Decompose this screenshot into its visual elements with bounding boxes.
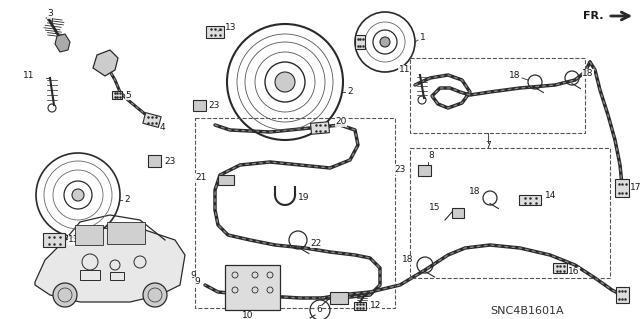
Bar	[225, 265, 280, 310]
Text: 23: 23	[395, 166, 406, 174]
Text: 1: 1	[420, 33, 426, 42]
Text: 17: 17	[630, 183, 640, 192]
Bar	[107, 222, 145, 244]
Text: 12: 12	[370, 301, 381, 310]
Text: 14: 14	[545, 190, 556, 199]
Bar	[110, 272, 124, 280]
Bar	[195, 118, 395, 308]
Text: 16: 16	[568, 268, 579, 277]
Bar	[112, 91, 122, 99]
Bar	[355, 35, 365, 49]
Bar	[143, 113, 161, 127]
Bar	[452, 208, 464, 218]
Bar	[418, 165, 431, 176]
Bar	[148, 155, 161, 167]
Polygon shape	[55, 34, 70, 52]
Text: 6: 6	[316, 306, 322, 315]
Text: 8: 8	[428, 151, 434, 160]
Bar	[75, 225, 103, 245]
Text: 22: 22	[310, 239, 321, 248]
Text: 15: 15	[429, 204, 440, 212]
Bar	[410, 148, 610, 278]
Text: 2: 2	[124, 196, 130, 204]
Bar	[80, 270, 100, 280]
Bar	[310, 122, 330, 134]
Polygon shape	[35, 228, 185, 302]
Text: 2: 2	[347, 87, 353, 97]
Text: 11: 11	[399, 65, 410, 75]
Text: 18: 18	[582, 70, 593, 78]
Bar	[193, 100, 206, 111]
Text: 4: 4	[160, 123, 166, 132]
Text: 3: 3	[47, 10, 53, 19]
Bar	[616, 287, 628, 303]
Text: 11: 11	[22, 70, 34, 79]
Text: 18: 18	[401, 256, 413, 264]
Circle shape	[53, 283, 77, 307]
Polygon shape	[93, 50, 118, 76]
Bar	[410, 58, 585, 133]
Circle shape	[72, 189, 84, 201]
Text: 20: 20	[335, 117, 346, 127]
Text: FR.: FR.	[582, 11, 603, 21]
Circle shape	[275, 72, 295, 92]
Bar	[519, 195, 541, 205]
Text: 13: 13	[68, 235, 79, 244]
Bar	[553, 263, 567, 273]
Bar	[615, 179, 629, 197]
Bar	[330, 292, 348, 304]
Text: 7: 7	[485, 140, 491, 150]
Text: 23: 23	[164, 157, 175, 166]
Text: 9: 9	[195, 278, 200, 286]
Text: 18: 18	[509, 71, 520, 80]
Bar	[43, 233, 65, 247]
Circle shape	[380, 37, 390, 47]
Bar	[206, 26, 224, 38]
Text: 10: 10	[243, 311, 253, 319]
Text: 19: 19	[298, 194, 310, 203]
Text: 5: 5	[125, 91, 131, 100]
Circle shape	[143, 283, 167, 307]
Text: 13: 13	[225, 24, 237, 33]
Text: 23: 23	[208, 100, 220, 109]
Text: 9: 9	[190, 271, 196, 279]
Text: 21: 21	[196, 174, 207, 182]
Bar	[218, 175, 234, 185]
Text: 18: 18	[468, 188, 480, 197]
Bar	[354, 302, 366, 310]
Text: SNC4B1601A: SNC4B1601A	[490, 306, 564, 316]
